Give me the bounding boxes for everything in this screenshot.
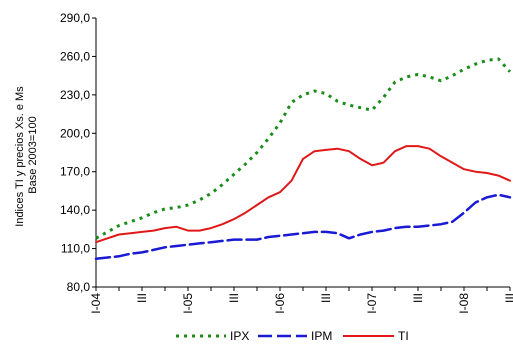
series-line-ipm — [94, 193, 512, 261]
y-tick-label: 140,0 — [60, 203, 90, 217]
x-tick-label: III — [411, 293, 425, 303]
legend-label-ipx: IPX — [230, 329, 249, 343]
legend-label-ti: TI — [398, 329, 409, 343]
y-tick-label: 80,0 — [67, 280, 91, 294]
series-line-ipx — [95, 57, 512, 240]
x-tick-label: III — [503, 293, 513, 303]
series-lines — [94, 57, 512, 261]
x-tick-label: I-07 — [365, 293, 379, 314]
y-tick-label: 170,0 — [60, 165, 90, 179]
legend: IPX IPM TI — [176, 329, 409, 343]
x-axis: I-04 III I-05 III I-06 III I-07 III I-08 III — [89, 286, 513, 314]
y-tick-label: 290,0 — [60, 11, 90, 25]
x-tick-label: I-05 — [181, 293, 195, 314]
series-line-ti — [95, 145, 511, 244]
x-tick-label: I-06 — [273, 293, 287, 314]
y-tick-label: 260,0 — [60, 49, 90, 63]
y-tick-label: 230,0 — [60, 88, 90, 102]
y-axis: 80,0 110,0 140,0 170,0 200,0 230,0 260,0 290,0 — [60, 11, 97, 294]
x-tick-label: I-08 — [457, 293, 471, 314]
y-tick-label: 110,0 — [61, 242, 90, 256]
y-axis-title-line-1: Indices TI y precios Xs. e Ms — [14, 86, 26, 227]
y-axis-title-line-2: Base 2003=100 — [27, 116, 39, 193]
legend-label-ipm: IPM — [311, 329, 332, 343]
y-axis-title: Indices TI y precios Xs. e Ms Base 2003=… — [14, 83, 39, 226]
x-tick-label: I-04 — [89, 293, 103, 314]
x-tick-label: III — [135, 293, 149, 303]
x-tick-label: III — [319, 293, 333, 303]
y-tick-label: 200,0 — [60, 126, 90, 140]
x-tick-label: III — [227, 293, 241, 303]
